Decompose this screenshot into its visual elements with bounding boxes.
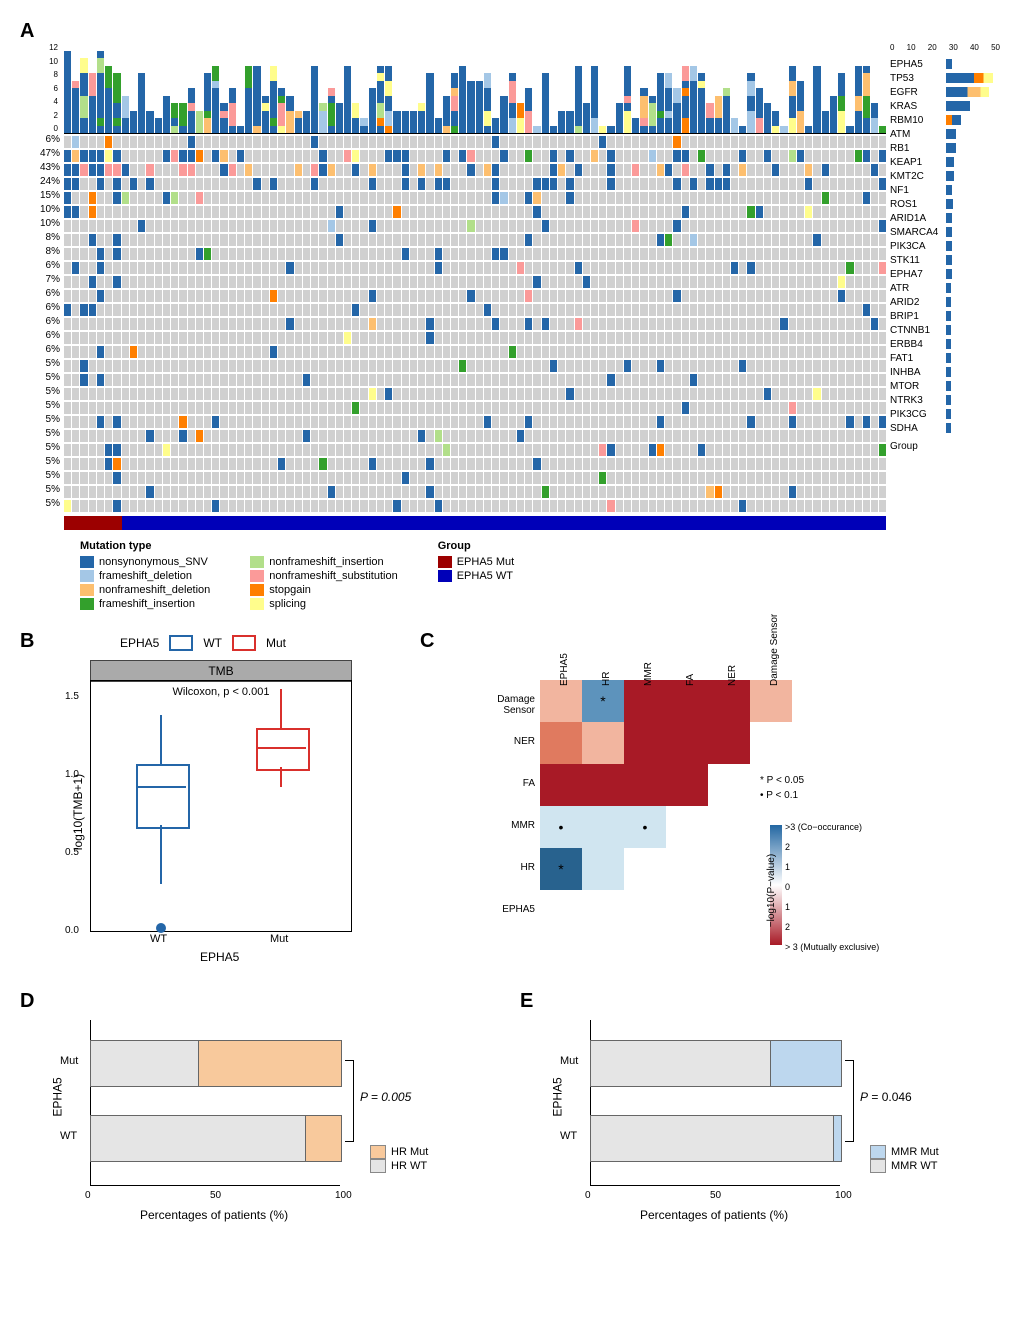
heat-row	[64, 444, 886, 456]
panel-a: A 121086420 6%47%43%24%15%10%10%8%8%6%7%…	[20, 20, 1000, 610]
c-sig2: • P < 0.1	[760, 790, 798, 801]
panel-e-label: E	[520, 990, 533, 1013]
heat-row	[64, 234, 886, 246]
panel-a-label: A	[20, 20, 34, 42]
heat-row	[64, 206, 886, 218]
panel-a-legends: Mutation type nonsynonymous_SNV frameshif…	[80, 540, 1000, 610]
heat-row	[64, 136, 886, 148]
legend-item: MMR WT	[870, 1159, 939, 1173]
legend-item: MMR Mut	[870, 1145, 939, 1159]
heat-row	[64, 248, 886, 260]
heat-row	[64, 332, 886, 344]
heat-row	[64, 374, 886, 386]
gradient-label: −log10(P−value)	[766, 854, 777, 927]
heat-row	[64, 262, 886, 274]
legend-item: frameshift_insertion	[80, 598, 210, 610]
heat-row	[64, 430, 886, 442]
heat-row	[64, 220, 886, 232]
panel-e-ylabel: EPHA5	[551, 1077, 565, 1116]
heat-row	[64, 360, 886, 372]
panel-e-xlabel: Percentages of patients (%)	[640, 1208, 788, 1222]
legend-item: EPHA5 Mut	[438, 556, 514, 568]
panel-a-main	[64, 43, 886, 530]
panel-e: E MutWT050100 EPHA5 Percentages of patie…	[520, 990, 1000, 1250]
panel-d-label: D	[20, 990, 34, 1013]
boxplot-area: Wilcoxon, p < 0.001	[90, 680, 352, 932]
legend-item: splicing	[250, 598, 397, 610]
panel-a-left: 121086420 6%47%43%24%15%10%10%8%8%6%7%6%…	[20, 43, 64, 530]
legend-item: EPHA5 WT	[438, 570, 514, 582]
heat-row	[64, 318, 886, 330]
panel-a-right: 01020304050 EPHA5TP53EGFRKRASRBM10ATMRB1…	[886, 43, 1000, 530]
heat-row	[64, 346, 886, 358]
heat-row	[64, 458, 886, 470]
heat-row	[64, 290, 886, 302]
legend-item: nonsynonymous_SNV	[80, 556, 210, 568]
panel-c-label: C	[420, 630, 434, 653]
heat-row	[64, 388, 886, 400]
panel-b: B EPHA5 WT Mut TMB Wilcoxon, p < 0.001 l…	[20, 630, 400, 970]
panel-d: D MutWT050100 EPHA5 Percentages of patie…	[20, 990, 500, 1250]
heat-row	[64, 150, 886, 162]
panel-c: C *••* EPHA5HRMMRFANERDamage Sensor Dama…	[420, 630, 1000, 970]
legend-item: nonframeshift_insertion	[250, 556, 397, 568]
legend-item: nonframeshift_deletion	[80, 584, 210, 596]
heat-row	[64, 486, 886, 498]
panel-b-ylabel: log10(TMB+1)	[71, 774, 85, 850]
legend-item: HR Mut	[370, 1145, 428, 1159]
heat-row	[64, 304, 886, 316]
panel-b-label: B	[20, 630, 34, 653]
panel-d-p: P = 0.005	[360, 1090, 411, 1104]
heat-row	[64, 416, 886, 428]
legend-item: HR WT	[370, 1159, 428, 1173]
heat-row	[64, 178, 886, 190]
heat-row	[64, 402, 886, 414]
heat-row	[64, 276, 886, 288]
heat-row	[64, 164, 886, 176]
panel-b-xlabel: EPHA5	[200, 950, 239, 964]
panel-d-xlabel: Percentages of patients (%)	[140, 1208, 288, 1222]
legend-item: frameshift_deletion	[80, 570, 210, 582]
heat-row	[64, 500, 886, 512]
heat-row	[64, 192, 886, 204]
panel-d-ylabel: EPHA5	[51, 1077, 65, 1116]
legend-group-title: Group	[438, 540, 514, 552]
legend-mutation-title: Mutation type	[80, 540, 210, 552]
c-sig1: * P < 0.05	[760, 775, 804, 786]
heat-row	[64, 472, 886, 484]
legend-item: stopgain	[250, 584, 397, 596]
tmb-header: TMB	[90, 660, 352, 682]
wilcoxon-p: Wilcoxon, p < 0.001	[173, 686, 270, 698]
panel-b-legend: EPHA5 WT Mut	[120, 635, 286, 651]
legend-item: nonframeshift_substitution	[250, 570, 397, 582]
panel-e-p: P = 0.046	[860, 1090, 912, 1104]
